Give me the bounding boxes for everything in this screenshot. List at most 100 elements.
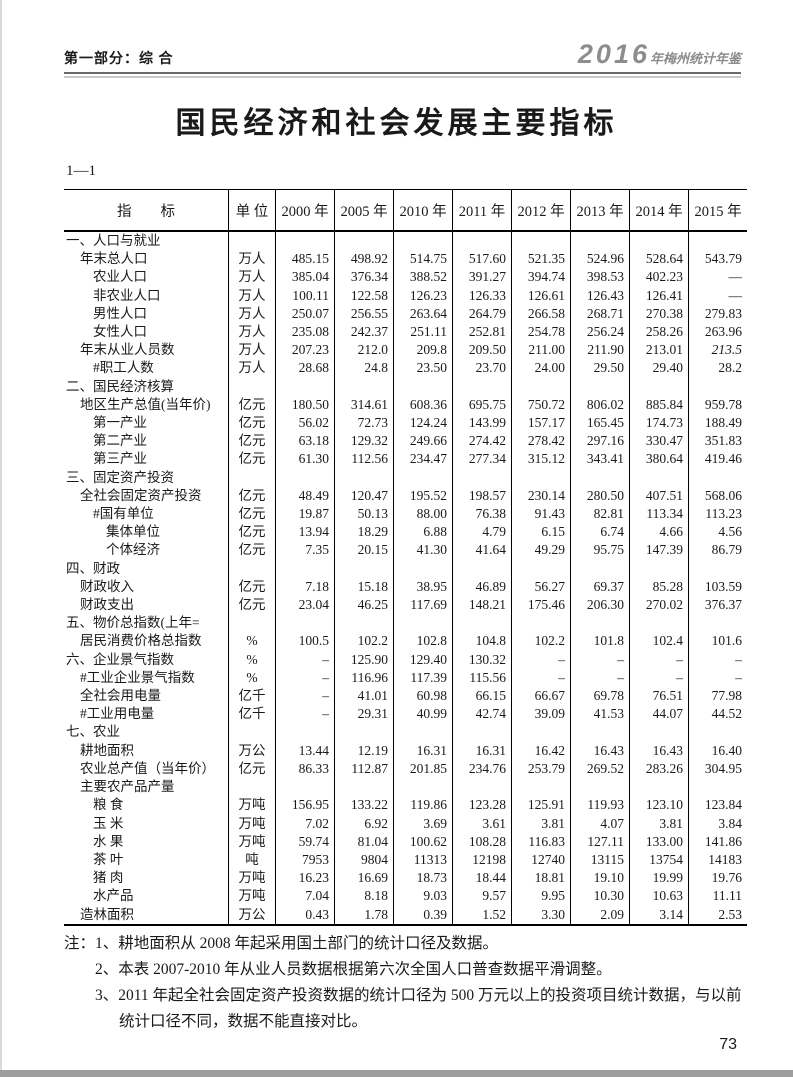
indicator-label: 全社会固定资产投资 xyxy=(80,487,202,503)
value-cell xyxy=(334,231,394,251)
footnote-line: 注：1、耕地面积从 2008 年起采用国土部门的统计口径及数据。 xyxy=(64,931,743,957)
value-cell: 207.23 xyxy=(275,341,335,360)
value-cell: 3.61 xyxy=(452,814,512,833)
value-cell: 95.75 xyxy=(570,541,630,560)
unit-cell: 万吨 xyxy=(228,887,276,906)
table-row: 主要农产品产量 xyxy=(64,778,747,797)
table-row: 三、固定资产投资 xyxy=(64,468,747,487)
value-cell: 69.37 xyxy=(570,577,630,597)
unit-cell xyxy=(228,723,276,742)
value-cell: 116.96 xyxy=(334,668,394,688)
value-cell: 517.60 xyxy=(452,250,512,269)
value-cell: 100.11 xyxy=(275,286,335,305)
value-cell xyxy=(393,723,453,742)
value-cell: 11.11 xyxy=(688,887,747,906)
value-cell: 18.73 xyxy=(393,869,453,888)
value-cell xyxy=(452,377,512,396)
value-cell: – xyxy=(688,668,747,688)
unit-cell: 亿元 xyxy=(228,759,276,779)
value-cell: 10.63 xyxy=(629,887,689,906)
value-cell: 19.87 xyxy=(275,505,335,524)
value-cell xyxy=(570,231,630,251)
yearbook-logo-year: 2016 xyxy=(577,39,650,69)
value-cell: 206.30 xyxy=(570,596,630,615)
value-cell xyxy=(334,778,394,797)
table-row: 二、国民经济核算 xyxy=(64,377,747,396)
section-label: 第一部分：综 合 xyxy=(64,52,174,67)
value-cell: 148.21 xyxy=(452,596,512,615)
value-cell xyxy=(688,614,747,633)
value-cell: 141.86 xyxy=(688,832,747,851)
table-row: 粮 食 万吨 156.95 133.22 119.86 123.28 125.91 119.9… xyxy=(64,796,747,815)
value-cell: 76.51 xyxy=(629,687,689,706)
value-cell: 7.02 xyxy=(275,814,335,833)
value-cell: 242.37 xyxy=(334,323,394,342)
unit-cell: 万公 xyxy=(228,905,276,925)
value-cell: 88.00 xyxy=(393,505,453,524)
indicator-label: 男性人口 xyxy=(93,305,147,321)
value-cell xyxy=(688,778,747,797)
yearbook-logo: 2016年梅州统计年鉴 xyxy=(578,39,741,70)
value-cell: 402.23 xyxy=(629,268,689,287)
value-cell: 56.02 xyxy=(275,414,335,433)
table-row: 居民消费价格总指数% 100.5 102.2 102.8 104.8 102.2 101.8… xyxy=(64,632,747,651)
value-cell: 0.39 xyxy=(393,905,453,925)
value-cell: 18.81 xyxy=(511,869,571,888)
value-cell: 104.8 xyxy=(452,632,512,651)
value-cell: 19.76 xyxy=(688,869,747,888)
value-cell: 28.2 xyxy=(688,359,747,378)
value-cell: 102.8 xyxy=(393,632,453,651)
value-cell: 234.47 xyxy=(393,450,453,469)
value-cell xyxy=(629,377,689,396)
value-cell xyxy=(511,377,571,396)
value-cell: 86.33 xyxy=(275,759,335,779)
indicator-label: 四、财政 xyxy=(66,560,120,576)
value-cell xyxy=(452,614,512,633)
value-cell: 263.96 xyxy=(688,323,747,342)
yearbook-logo-text: 年梅州统计年鉴 xyxy=(649,51,741,66)
value-cell xyxy=(334,614,394,633)
unit-cell: 亿元 xyxy=(228,596,276,615)
value-cell: 49.29 xyxy=(511,541,571,560)
value-cell: – xyxy=(275,650,335,669)
unit-cell: 亿元 xyxy=(228,523,276,542)
value-cell: 568.06 xyxy=(688,486,747,506)
value-cell xyxy=(688,723,747,742)
value-cell: 9.03 xyxy=(393,887,453,906)
value-cell: 198.57 xyxy=(452,486,512,506)
value-cell: 250.07 xyxy=(275,304,335,324)
value-cell: 380.64 xyxy=(629,450,689,469)
table-row: 一、人口与就业 xyxy=(64,231,747,251)
value-cell: 119.93 xyxy=(570,796,630,815)
value-cell: 343.41 xyxy=(570,450,630,469)
value-cell: 256.24 xyxy=(570,323,630,342)
value-cell: 102.2 xyxy=(511,632,571,651)
value-cell xyxy=(511,468,571,487)
table-row: 全社会固定资产投资 亿元 48.49 120.47 195.52 198.57 230.14… xyxy=(64,486,747,506)
value-cell xyxy=(511,778,571,797)
value-cell xyxy=(393,559,453,578)
value-cell xyxy=(629,231,689,251)
scan-edge-left xyxy=(0,0,2,1077)
table-row: 女性人口 万人 235.08 242.37 251.11 252.81 254.78 256.… xyxy=(64,323,747,342)
value-cell: 19.10 xyxy=(570,869,630,888)
indicator-label: 茶 叶 xyxy=(93,851,124,867)
value-cell: 16.31 xyxy=(393,741,453,760)
value-cell: – xyxy=(511,650,571,669)
value-cell: 315.12 xyxy=(511,450,571,469)
unit-cell: 亿元 xyxy=(228,505,276,524)
value-cell: 46.25 xyxy=(334,596,394,615)
value-cell: 7.18 xyxy=(275,577,335,597)
unit-cell: % xyxy=(228,668,276,688)
indicator-table-body: 一、人口与就业 年末总人口 万人 485.15 498.92 514.75 517.60 52… xyxy=(64,231,747,925)
footnote-line: 3、2011 年起全社会固定资产投资数据的统计口径为 500 万元以上的投资项目… xyxy=(95,987,742,1030)
value-cell: 85.28 xyxy=(629,577,689,597)
unit-cell: 万吨 xyxy=(228,869,276,888)
value-cell: 419.46 xyxy=(688,450,747,469)
value-cell: 10.30 xyxy=(570,887,630,906)
value-cell: 212.0 xyxy=(334,341,394,360)
value-cell: 19.99 xyxy=(629,869,689,888)
value-cell: – xyxy=(570,668,630,688)
value-cell: 61.30 xyxy=(275,450,335,469)
indicator-label: 猪 肉 xyxy=(93,870,124,886)
